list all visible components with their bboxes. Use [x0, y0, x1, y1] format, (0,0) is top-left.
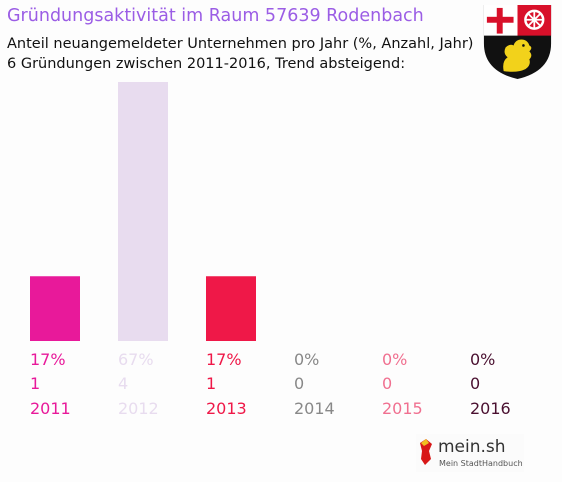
year-label-2016: 2016 — [470, 399, 511, 418]
count-label-2011: 1 — [30, 374, 40, 393]
year-label-2013: 2013 — [206, 399, 247, 418]
mein-sh-logo — [416, 434, 524, 472]
count-label-2016: 0 — [470, 374, 480, 393]
percent-label-2012: 67% — [118, 350, 154, 369]
count-label-2014: 0 — [294, 374, 304, 393]
percent-label-2013: 17% — [206, 350, 242, 369]
chart-subtitle: Anteil neuangemeldeter Unternehmen pro J… — [7, 34, 473, 74]
logo-text: mein.sh — [438, 437, 506, 457]
percent-label-2011: 17% — [30, 350, 66, 369]
subtitle-line-1: Anteil neuangemeldeter Unternehmen pro J… — [7, 36, 474, 52]
year-label-2014: 2014 — [294, 399, 335, 418]
count-label-2015: 0 — [382, 374, 392, 393]
percent-label-2015: 0% — [382, 350, 407, 369]
year-label-2011: 2011 — [30, 399, 71, 418]
year-label-2012: 2012 — [118, 399, 159, 418]
rhineland-palatinate-coat-of-arms-icon — [483, 4, 552, 80]
bar-2013 — [206, 276, 256, 341]
year-label-2015: 2015 — [382, 399, 423, 418]
percent-label-2014: 0% — [294, 350, 319, 369]
bar-2011 — [30, 276, 80, 341]
count-label-2013: 1 — [206, 374, 216, 393]
chart-title: Gründungsaktivität im Raum 57639 Rodenba… — [7, 6, 424, 26]
subtitle-line-2: 6 Gründungen zwischen 2011-2016, Trend a… — [7, 56, 406, 72]
logo-subtitle: Mein StadtHandbuch — [439, 459, 523, 468]
count-label-2012: 4 — [118, 374, 128, 393]
percent-label-2016: 0% — [470, 350, 495, 369]
bar-2012 — [118, 82, 168, 341]
